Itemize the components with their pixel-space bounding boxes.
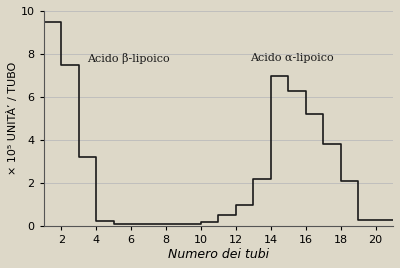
- Y-axis label: × 10⁵ UNITÀ’ / TUBO: × 10⁵ UNITÀ’ / TUBO: [7, 62, 18, 175]
- X-axis label: Numero dei tubi: Numero dei tubi: [168, 248, 269, 261]
- Text: Acido α-lipoico: Acido α-lipoico: [250, 53, 334, 63]
- Text: Acido β-lipoico: Acido β-lipoico: [88, 53, 170, 64]
